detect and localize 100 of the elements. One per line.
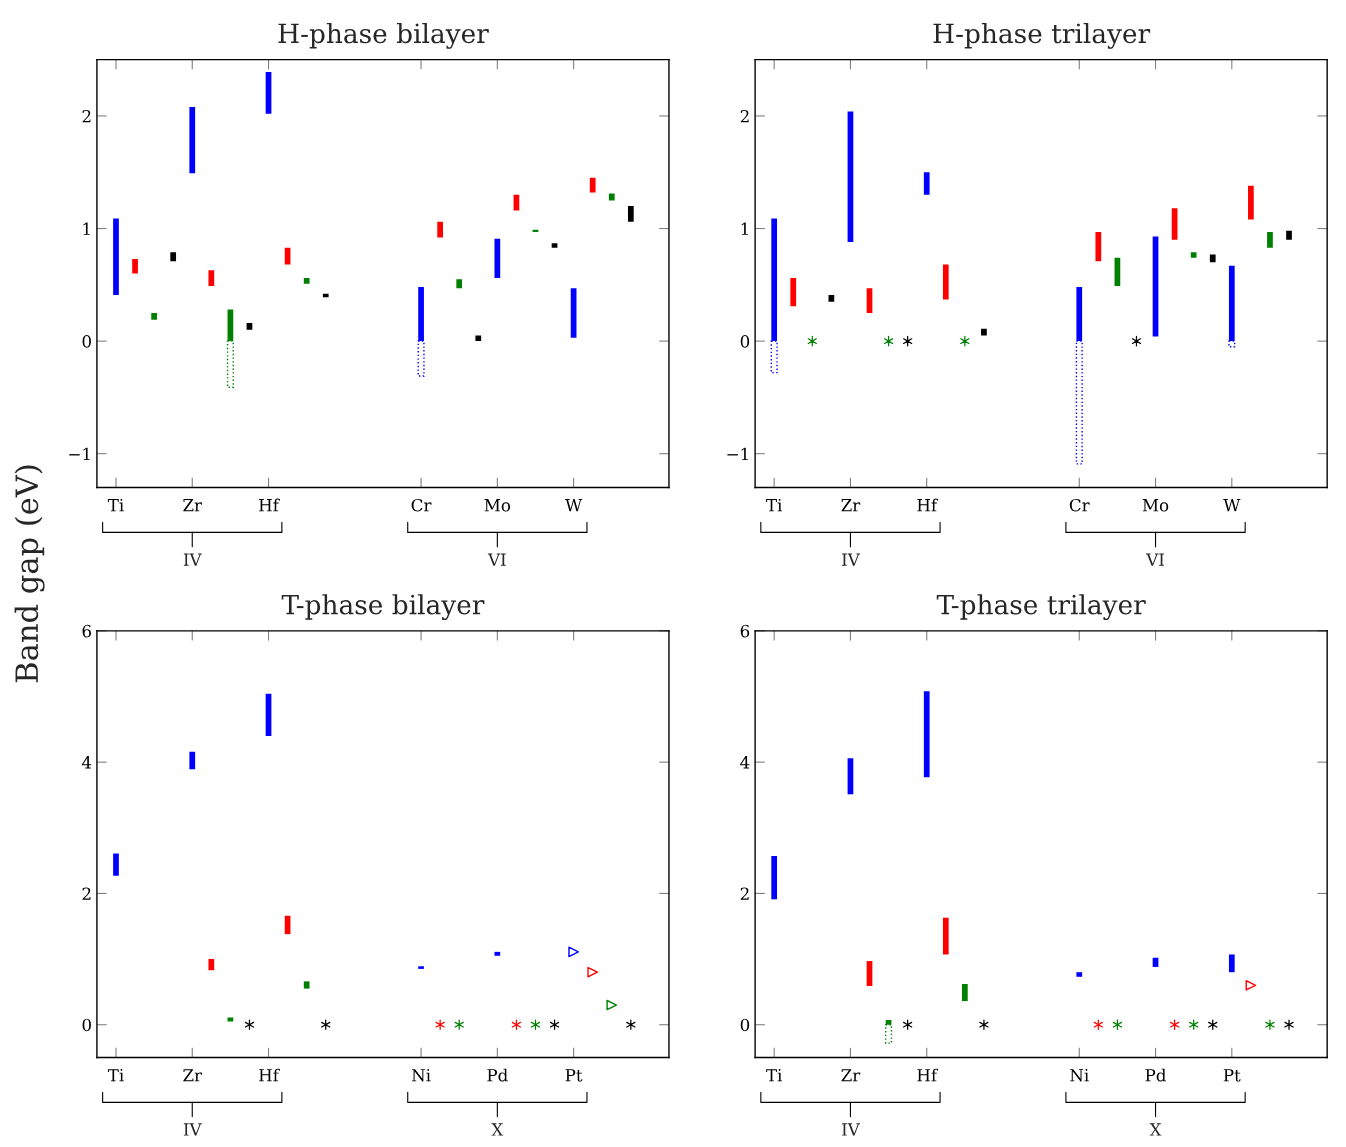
y-tick-label: 2: [740, 109, 749, 123]
text: IV: [183, 553, 202, 566]
point: [606, 999, 618, 1011]
point: [511, 1019, 522, 1030]
bar: [1209, 254, 1216, 263]
chart-title: H-phase bilayer: [278, 22, 489, 49]
text: IV: [842, 553, 860, 566]
bar: [303, 981, 310, 989]
y-tick-label: 2: [82, 887, 91, 900]
bar: [170, 252, 177, 262]
bar: [790, 278, 797, 307]
bar: [923, 691, 930, 778]
bar: [189, 751, 196, 770]
bar: [942, 917, 949, 955]
x-tick-label: Hf: [917, 1068, 939, 1082]
bar: [322, 293, 329, 298]
bar: [113, 218, 119, 295]
x-tick-label: Ni: [411, 1069, 431, 1082]
x-tick-label: Ti: [107, 1069, 124, 1082]
x-tick-label: Mo: [1142, 499, 1169, 512]
bar: [942, 264, 949, 300]
text: VI: [487, 553, 506, 566]
y-tick-label: −1: [727, 447, 748, 461]
y-tick-label: 2: [740, 887, 749, 900]
bar: [418, 966, 424, 969]
bar: [981, 328, 987, 336]
bar: [1228, 954, 1235, 973]
chart-title: H-phase trilayer: [933, 22, 1151, 49]
point: [454, 1019, 464, 1030]
x-tick-label: Pt: [565, 1069, 583, 1082]
bar: [828, 294, 835, 302]
x-tick-label: Ti: [766, 1069, 783, 1082]
bar: [246, 323, 253, 330]
x-tick-label: Ti: [766, 498, 783, 512]
bar: [189, 106, 196, 174]
y-tick-label: 0: [740, 1018, 750, 1032]
bar: [494, 951, 501, 956]
x-tick-label: Zr: [841, 1069, 861, 1082]
bar: [627, 206, 634, 222]
x-tick-label: Cr: [1069, 498, 1090, 512]
x-tick-label: Ni: [1070, 1069, 1089, 1082]
y-tick-label: 6: [740, 624, 750, 638]
x-tick-label: Pt: [1223, 1069, 1241, 1082]
x-tick-label: Ti: [107, 498, 124, 512]
bar: [923, 172, 930, 195]
x-tick-label: Zr: [841, 499, 861, 512]
y-tick-label: 1: [741, 222, 748, 235]
bar: [132, 258, 138, 274]
bar: [589, 177, 596, 193]
x-tick-label: Zr: [183, 499, 203, 512]
chart-title: T-phase trilayer: [936, 594, 1146, 621]
bar: [151, 312, 157, 320]
x-tick-label: Mo: [484, 499, 511, 512]
bar: [885, 1024, 893, 1044]
point: [321, 1019, 331, 1030]
x-tick-label: Hf: [917, 498, 939, 512]
y-tick-label: 4: [81, 756, 92, 769]
bar: [608, 193, 615, 201]
bar: [303, 278, 310, 284]
x-tick-label: W: [1223, 499, 1241, 512]
x-tick-label: Pd: [1145, 1068, 1166, 1082]
text: VI: [1146, 553, 1164, 566]
y-tick-label: 1: [83, 222, 90, 235]
bar: [208, 959, 215, 971]
chart-title: T-phase bilayer: [281, 594, 485, 621]
point: [626, 1019, 636, 1030]
bar: [475, 335, 482, 342]
x-tick-label: W: [565, 499, 583, 512]
point: [549, 1019, 560, 1030]
x-tick-label: Zr: [183, 1069, 203, 1082]
bar: [1267, 231, 1273, 248]
bar: [1286, 230, 1292, 240]
y-tick-label: 2: [82, 109, 91, 123]
text: X: [1149, 1123, 1162, 1136]
bar: [437, 221, 443, 238]
point: [530, 1019, 541, 1030]
x-tick-label: Hf: [259, 1068, 280, 1082]
text: IV: [842, 1123, 860, 1136]
bar: [1248, 185, 1254, 220]
bar: [551, 243, 558, 248]
point: [568, 946, 579, 958]
bar: [456, 279, 463, 289]
y-tick-label: 0: [740, 335, 750, 348]
y-tick-label: 4: [740, 756, 750, 769]
bar: [113, 853, 119, 876]
bar: [208, 270, 215, 286]
y-tick-label: 0: [82, 1018, 91, 1032]
text: X: [491, 1123, 504, 1136]
point: [244, 1019, 255, 1030]
bar: [771, 856, 778, 900]
bar: [1190, 252, 1197, 258]
bar: [494, 238, 501, 279]
x-tick-label: Cr: [411, 498, 432, 512]
x-tick-label: Hf: [259, 498, 280, 512]
y-tick-label: −1: [69, 447, 90, 461]
bar: [962, 984, 968, 1002]
y-tick-label: 6: [82, 624, 91, 638]
bar: [1076, 972, 1083, 977]
bar: [1095, 231, 1102, 262]
text: IV: [183, 1123, 202, 1136]
